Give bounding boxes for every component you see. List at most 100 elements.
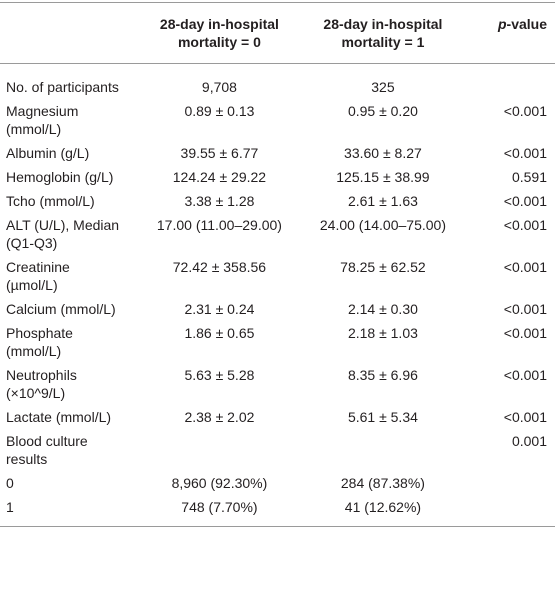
row-label: Blood culture results bbox=[0, 429, 138, 471]
row-label: 1 bbox=[0, 495, 138, 527]
table-header: 28-day in-hospital mortality = 0 28-day in… bbox=[0, 2, 555, 64]
header-cell: 28-day in-hospital mortality = 0 bbox=[138, 2, 301, 64]
row-label: Lactate (mmol/L) bbox=[0, 405, 138, 429]
row-label: Neutrophils (×10^9/L) bbox=[0, 363, 138, 405]
table-row: Neutrophils (×10^9/L) 5.63 ± 5.28 8.35 ± 6.… bbox=[0, 363, 555, 405]
table-row: Blood culture results 0.001 bbox=[0, 429, 555, 471]
header-cell: 28-day in-hospital mortality = 1 bbox=[300, 2, 465, 64]
cell: 5.61 ± 5.34 bbox=[347, 409, 418, 425]
cell: 2.38 ± 2.02 bbox=[184, 409, 255, 425]
row-label: Magnesium (mmol/L) bbox=[0, 99, 138, 141]
table-row: Tcho (mmol/L) 3.38 ± 1.28 2.61 ± 1.63 <0.00… bbox=[0, 189, 555, 213]
cell: 0.001 bbox=[511, 433, 547, 449]
header-row: 28-day in-hospital mortality = 0 28-day in… bbox=[0, 2, 555, 64]
row-label: Hemoglobin (g/L) bbox=[0, 165, 138, 189]
cell: 72.42 ± 358.56 bbox=[172, 259, 267, 275]
cell: 0.95 ± 0.20 bbox=[347, 103, 418, 119]
table-row: Lactate (mmol/L) 2.38 ± 2.02 5.61 ± 5.34 <0… bbox=[0, 405, 555, 429]
table-row: Calcium (mmol/L) 2.31 ± 0.24 2.14 ± 0.30 <0… bbox=[0, 297, 555, 321]
table-row: Creatinine (µmol/L) 72.42 ± 358.56 78.25 ± … bbox=[0, 255, 555, 297]
cell: 33.60 ± 8.27 bbox=[344, 145, 422, 161]
header-line: mortality = 1 bbox=[341, 34, 425, 50]
cell: 748 (7.70%) bbox=[138, 495, 301, 527]
row-label: Creatinine (µmol/L) bbox=[0, 255, 138, 297]
cell: 325 bbox=[371, 79, 395, 95]
row-label: Calcium (mmol/L) bbox=[0, 297, 138, 321]
cell: <0.001 bbox=[503, 217, 547, 233]
cell: 124.24 ± 29.22 bbox=[172, 169, 267, 185]
label-line: Phosphate bbox=[6, 325, 73, 341]
table-row: 0 8,960 (92.30%) 284 (87.38%) bbox=[0, 471, 555, 495]
cell: <0.001 bbox=[503, 145, 547, 161]
header-line: 28-day in-hospital bbox=[323, 16, 443, 32]
cell: 3.38 ± 1.28 bbox=[184, 193, 255, 209]
header-cell: p-value bbox=[465, 2, 555, 64]
label-line: (mmol/L) bbox=[6, 121, 62, 137]
row-label: Albumin (g/L) bbox=[0, 141, 138, 165]
label-line: (µmol/L) bbox=[6, 277, 58, 293]
cell: <0.001 bbox=[503, 325, 547, 341]
row-label: 0 bbox=[0, 471, 138, 495]
label-line: Albumin (g/L) bbox=[6, 145, 90, 161]
cell: 39.55 ± 6.77 bbox=[180, 145, 259, 161]
empty-cell bbox=[301, 429, 465, 471]
cell: 2.14 ± 0.30 bbox=[347, 301, 418, 317]
cell: <0.001 bbox=[503, 367, 547, 383]
cell: <0.001 bbox=[503, 193, 547, 209]
cell: 8,960 (92.30%) bbox=[171, 475, 268, 491]
label-line: Lactate (mmol/L) bbox=[6, 409, 112, 425]
row-label: ALT (U/L), Median (Q1-Q3) bbox=[0, 213, 138, 255]
label-line: Blood culture bbox=[6, 433, 88, 449]
header-line: mortality = 0 bbox=[177, 34, 261, 50]
row-label: Phosphate (mmol/L) bbox=[0, 321, 138, 363]
label-line: (Q1-Q3) bbox=[6, 235, 58, 251]
table-row: Albumin (g/L) 39.55 ± 6.77 33.60 ± 8.27 <0.… bbox=[0, 141, 555, 165]
cell: 78.25 ± 62.52 bbox=[340, 259, 426, 275]
header-line: 28-day in-hospital bbox=[159, 16, 279, 32]
cell: <0.001 bbox=[503, 301, 547, 317]
cell: 1.86 ± 0.65 bbox=[184, 325, 255, 341]
label-line: Magnesium bbox=[6, 103, 79, 119]
empty-cell bbox=[465, 471, 555, 495]
label-line: 1 bbox=[6, 499, 14, 515]
cell: 17.00 (11.00–29.00) bbox=[156, 217, 282, 233]
label-line: Creatinine bbox=[6, 259, 70, 275]
table-row: 1 748 (7.70%) 41 (12.62%) bbox=[0, 495, 555, 527]
row-label: No. of participants bbox=[0, 64, 138, 100]
empty-cell bbox=[138, 429, 301, 471]
cell: <0.001 bbox=[503, 103, 547, 119]
cell: 2.61 ± 1.63 bbox=[347, 193, 418, 209]
label-line: results bbox=[6, 451, 48, 467]
empty-cell bbox=[465, 495, 555, 527]
cell: 0.591 bbox=[511, 169, 547, 185]
row-label: Tcho (mmol/L) bbox=[0, 189, 138, 213]
cell: 41 (12.62%) bbox=[300, 495, 465, 527]
label-line: 0 bbox=[6, 475, 14, 491]
cell: 2.31 ± 0.24 bbox=[184, 301, 255, 317]
table-body: No. of participants 9,708 325 Magnesium (mmo… bbox=[0, 64, 555, 527]
label-line: No. of participants bbox=[6, 79, 119, 95]
data-table: 28-day in-hospital mortality = 0 28-day in… bbox=[0, 2, 555, 527]
label-line: Tcho (mmol/L) bbox=[6, 193, 95, 209]
cell: <0.001 bbox=[503, 259, 547, 275]
label-line: (mmol/L) bbox=[6, 343, 62, 359]
label-line: ALT (U/L), Median bbox=[6, 217, 120, 233]
label-line: (×10^9/L) bbox=[6, 385, 66, 401]
label-line: Neutrophils bbox=[6, 367, 77, 383]
label-line: Calcium (mmol/L) bbox=[6, 301, 116, 317]
cell: 125.15 ± 38.99 bbox=[336, 169, 430, 185]
cell: <0.001 bbox=[503, 409, 547, 425]
cell: 284 (87.38%) bbox=[340, 475, 425, 491]
cell: 5.63 ± 5.28 bbox=[184, 367, 255, 383]
label-line: Hemoglobin (g/L) bbox=[6, 169, 114, 185]
table-row: No. of participants 9,708 325 bbox=[0, 64, 555, 100]
header-italic: p bbox=[497, 16, 507, 32]
table-row: Magnesium (mmol/L) 0.89 ± 0.13 0.95 ± 0.20 <… bbox=[0, 99, 555, 141]
cell: 24.00 (14.00–75.00) bbox=[319, 217, 446, 233]
empty-cell bbox=[465, 64, 555, 100]
header-text: -value bbox=[506, 16, 547, 32]
table-row: Phosphate (mmol/L) 1.86 ± 0.65 2.18 ± 1.03 <… bbox=[0, 321, 555, 363]
cell: 0.89 ± 0.13 bbox=[184, 103, 255, 119]
table-row: Hemoglobin (g/L) 124.24 ± 29.22 125.15 ± 3… bbox=[0, 165, 555, 189]
